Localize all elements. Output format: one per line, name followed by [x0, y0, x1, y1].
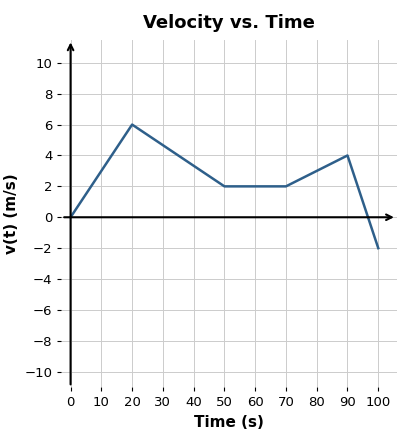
X-axis label: Time (s): Time (s) — [194, 415, 264, 430]
Title: Velocity vs. Time: Velocity vs. Time — [143, 15, 315, 33]
Y-axis label: v(t) (m/s): v(t) (m/s) — [4, 173, 19, 254]
